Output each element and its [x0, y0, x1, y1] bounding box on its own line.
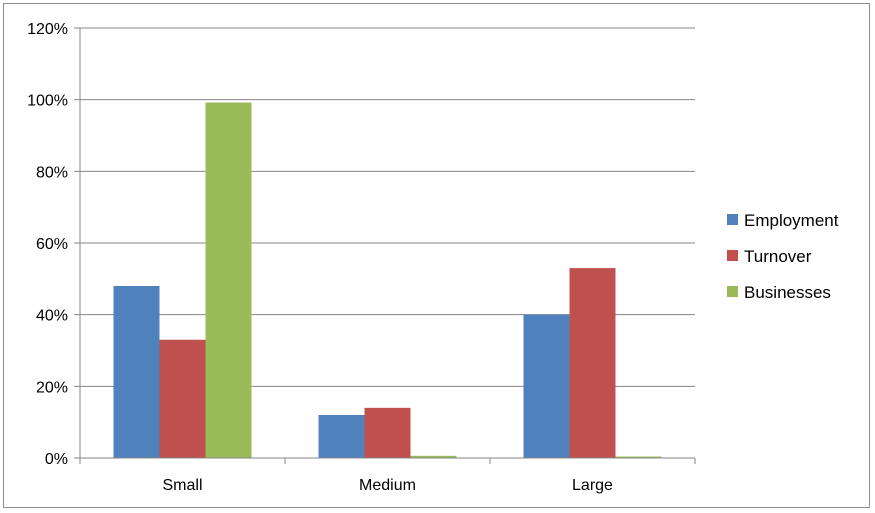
legend[interactable]: Employment Turnover Businesses — [727, 211, 839, 302]
legend-label-turnover[interactable]: Turnover — [744, 247, 812, 266]
y-tick-label: 80% — [36, 164, 68, 181]
y-tick-label: 120% — [27, 21, 68, 38]
legend-swatch-employment — [727, 214, 738, 225]
bar-businesses-small[interactable] — [205, 102, 252, 459]
x-tick-label: Small — [162, 477, 202, 494]
bar-turnover-small[interactable] — [159, 339, 206, 458]
bar-businesses-medium[interactable] — [410, 455, 457, 458]
bar-turnover-large[interactable] — [569, 268, 616, 458]
bar-employment-small[interactable] — [113, 286, 160, 458]
x-tick-label: Medium — [359, 477, 416, 494]
bar-turnover-medium[interactable] — [364, 407, 411, 458]
y-tick-label: 100% — [27, 93, 68, 110]
legend-swatch-businesses — [727, 286, 738, 297]
legend-label-employment[interactable]: Employment — [744, 211, 839, 230]
bar-employment-medium[interactable] — [318, 415, 365, 458]
legend-label-businesses[interactable]: Businesses — [744, 283, 831, 302]
y-tick-label: 20% — [36, 379, 68, 396]
bar-employment-large[interactable] — [523, 314, 570, 458]
y-tick-label: 60% — [36, 236, 68, 253]
bars — [113, 102, 662, 459]
axes — [79, 28, 696, 464]
y-axis-tick-labels: 0% 20% 40% 60% 80% 100% 120% — [27, 21, 68, 468]
x-axis-tick-labels: Small Medium Large — [162, 477, 613, 494]
y-tick-label: 40% — [36, 308, 68, 325]
x-tick-label: Large — [572, 477, 613, 494]
bar-businesses-large[interactable] — [615, 456, 662, 459]
y-tick-label: 0% — [45, 451, 68, 468]
legend-swatch-turnover — [727, 250, 738, 261]
